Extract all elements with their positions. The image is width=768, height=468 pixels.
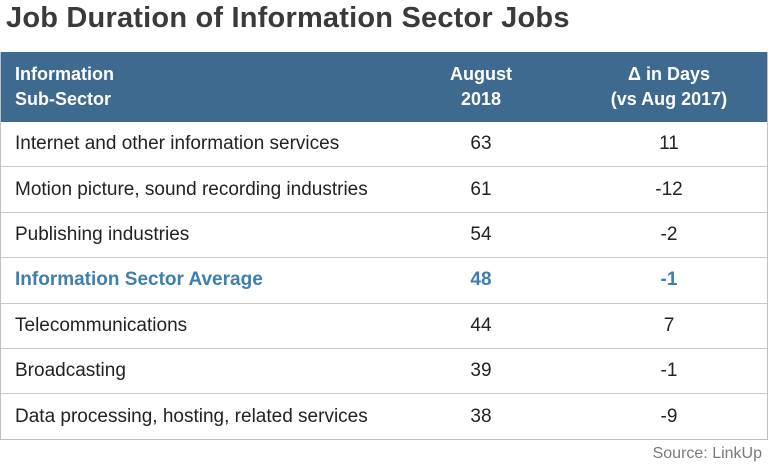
cell-august-2018: 38 bbox=[470, 405, 492, 427]
cell-delta-days: 7 bbox=[663, 314, 675, 336]
cell-sub-sector: Motion picture, sound recording industri… bbox=[15, 178, 368, 200]
cell-august-2018: 63 bbox=[470, 133, 492, 155]
cell-sub-sector: Telecommunications bbox=[15, 314, 188, 336]
cell-delta-days: -9 bbox=[660, 405, 678, 427]
data-table: Information Sub-Sector August 2018 Δ in … bbox=[0, 52, 768, 440]
table-row: Motion picture, sound recording industri… bbox=[1, 167, 767, 213]
cell-delta-days: -1 bbox=[660, 360, 678, 382]
table-row: Data processing, hosting, related servic… bbox=[1, 394, 767, 439]
cell-sub-sector: Broadcasting bbox=[15, 360, 126, 382]
header-delta-line-2: (vs Aug 2017) bbox=[610, 89, 728, 109]
cell-august-2018: 48 bbox=[470, 269, 492, 291]
cell-august-2018: 54 bbox=[470, 223, 492, 245]
cell-sub-sector: Internet and other information services bbox=[15, 133, 340, 155]
cell-august-2018: 44 bbox=[470, 314, 492, 336]
source-note: Source: LinkUp bbox=[652, 445, 762, 462]
cell-delta-days: -2 bbox=[660, 223, 678, 245]
cell-delta-days: 11 bbox=[659, 133, 679, 155]
table-row: Broadcasting 39 -1 bbox=[1, 348, 767, 395]
table-row: Telecommunications 44 7 bbox=[1, 303, 767, 349]
header-delta-line-1: Δ in Days bbox=[628, 64, 710, 84]
cell-delta-days: -12 bbox=[655, 178, 683, 200]
cell-sub-sector: Information Sector Average bbox=[15, 269, 263, 291]
cell-august-2018: 39 bbox=[470, 360, 492, 382]
header-sub-sector-line-2: Sub-Sector bbox=[15, 89, 112, 109]
header-august-2018: August 2018 bbox=[391, 62, 571, 112]
header-delta-days: Δ in Days (vs Aug 2017) bbox=[571, 62, 767, 112]
table-row: Publishing industries 54 -2 bbox=[1, 212, 767, 259]
header-sub-sector-line-1: Information bbox=[15, 64, 114, 84]
header-august-line-2: 2018 bbox=[460, 89, 502, 109]
cell-delta-days: -1 bbox=[660, 269, 678, 291]
table-row: Information Sector Average 48 -1 bbox=[1, 258, 767, 304]
header-august-line-1: August bbox=[450, 64, 512, 84]
table-row: Internet and other information services 6… bbox=[1, 122, 767, 168]
cell-sub-sector: Data processing, hosting, related servic… bbox=[15, 405, 368, 427]
table-body: Internet and other information services 6… bbox=[1, 122, 767, 439]
cell-sub-sector: Publishing industries bbox=[15, 223, 190, 245]
chart-title: Job Duration of Information Sector Jobs bbox=[6, 2, 570, 34]
cell-august-2018: 61 bbox=[470, 178, 492, 200]
table-header: Information Sub-Sector August 2018 Δ in … bbox=[1, 52, 767, 122]
header-sub-sector: Information Sub-Sector bbox=[1, 62, 391, 112]
